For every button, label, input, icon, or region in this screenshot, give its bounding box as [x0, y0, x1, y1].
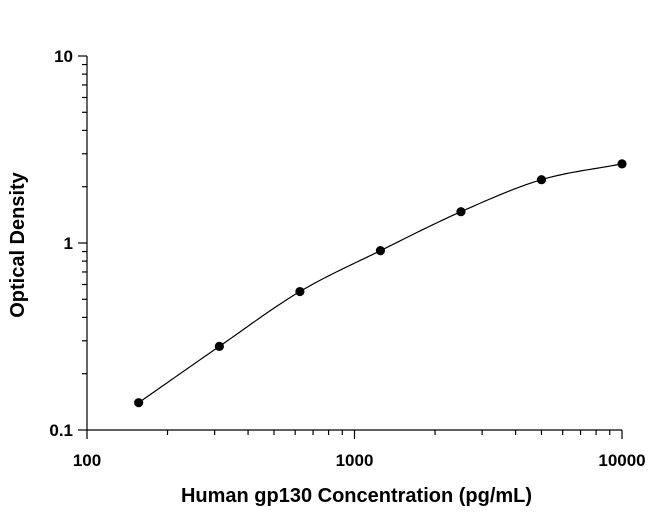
- y-tick-label: 10: [54, 47, 73, 66]
- y-axis-title: Optical Density: [7, 171, 29, 317]
- data-point: [456, 207, 466, 217]
- data-point: [617, 159, 627, 169]
- data-point: [295, 286, 305, 297]
- data-point: [375, 246, 386, 256]
- y-tick-label: 0.1: [49, 421, 73, 440]
- x-tick-label: 100: [73, 451, 101, 470]
- data-point: [536, 175, 547, 185]
- y-tick-labels: 0.1 1 10: [49, 47, 73, 440]
- data-point: [214, 341, 224, 351]
- data-points: [134, 159, 627, 408]
- x-tick-labels: 100 1000 10000: [73, 451, 646, 470]
- fit-curve: [138, 163, 623, 404]
- y-ticks: [78, 55, 87, 431]
- data-point: [134, 398, 144, 408]
- x-axis-title: Human gp130 Concentration (pg/mL): [181, 485, 532, 507]
- x-ticks: [86, 430, 623, 439]
- x-tick-label: 1000: [336, 451, 374, 470]
- x-tick-label: 10000: [598, 451, 645, 470]
- axes: 0.1 1 10 100 1000 10000: [49, 47, 645, 470]
- y-tick-label: 1: [64, 234, 73, 253]
